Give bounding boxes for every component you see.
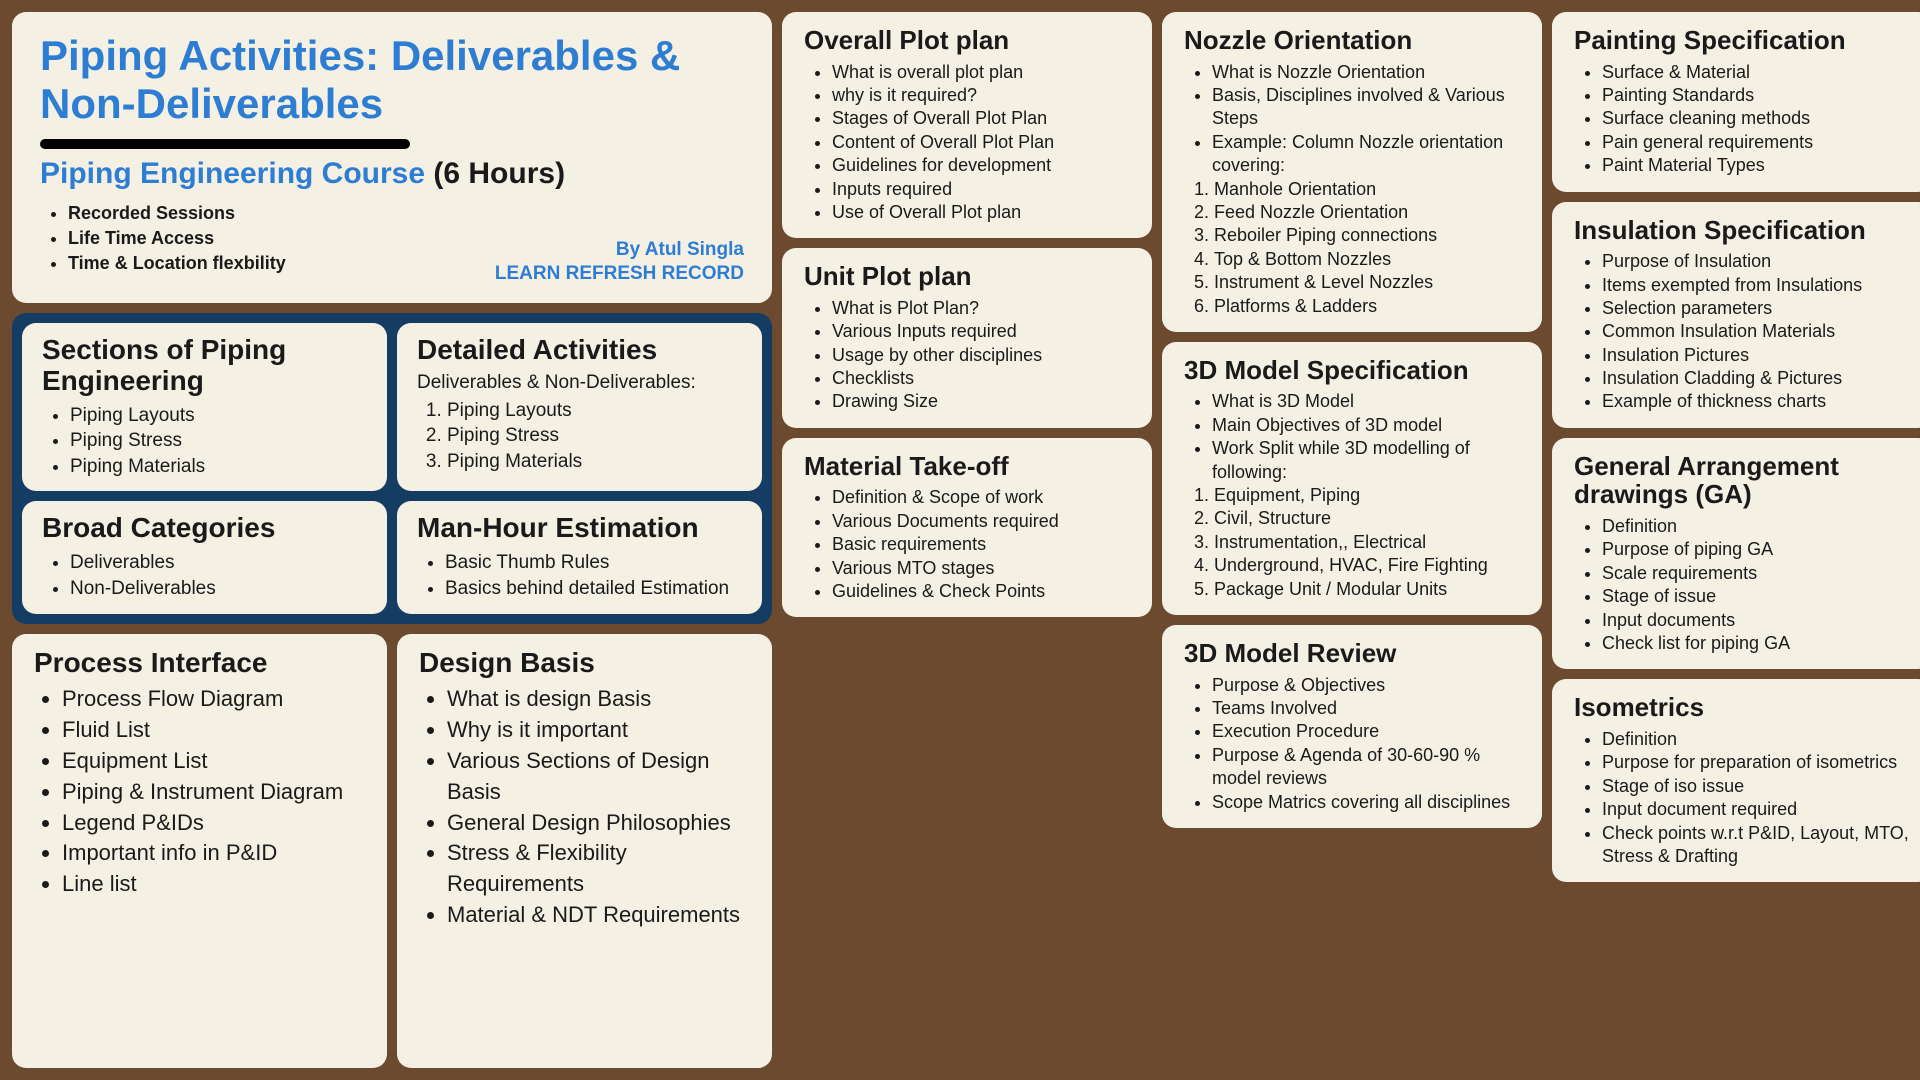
divider bbox=[40, 139, 410, 149]
unit-plot-card: Unit Plot plan What is Plot Plan? Variou… bbox=[782, 248, 1152, 428]
manhour-card: Man-Hour Estimation Basic Thumb Rules Ba… bbox=[397, 501, 762, 613]
navy-group: Sections of Piping Engineering Piping La… bbox=[12, 313, 772, 624]
review-card: 3D Model Review Purpose & Objectives Tea… bbox=[1162, 625, 1542, 828]
broad-card: Broad Categories Deliverables Non-Delive… bbox=[22, 501, 387, 613]
header-card: Piping Activities: Deliverables & Non-De… bbox=[12, 12, 772, 303]
iso-card: Isometrics Definition Purpose for prepar… bbox=[1552, 679, 1920, 882]
painting-card: Painting Specification Surface & Materia… bbox=[1552, 12, 1920, 192]
insulation-card: Insulation Specification Purpose of Insu… bbox=[1552, 202, 1920, 428]
model3d-card: 3D Model Specification What is 3D Model … bbox=[1162, 342, 1542, 615]
main-title: Piping Activities: Deliverables & Non-De… bbox=[40, 32, 744, 129]
sections-card: Sections of Piping Engineering Piping La… bbox=[22, 323, 387, 492]
nozzle-card: Nozzle Orientation What is Nozzle Orient… bbox=[1162, 12, 1542, 332]
ga-card: General Arrangement drawings (GA) Defini… bbox=[1552, 438, 1920, 670]
detailed-card: Detailed Activities Deliverables & Non-D… bbox=[397, 323, 762, 492]
course-title: Piping Engineering Course (6 Hours) bbox=[40, 157, 744, 191]
process-card: Process Interface Process Flow Diagram F… bbox=[12, 634, 387, 1068]
mto-card: Material Take-off Definition & Scope of … bbox=[782, 438, 1152, 618]
design-card: Design Basis What is design Basis Why is… bbox=[397, 634, 772, 1068]
overall-plot-card: Overall Plot plan What is overall plot p… bbox=[782, 12, 1152, 238]
